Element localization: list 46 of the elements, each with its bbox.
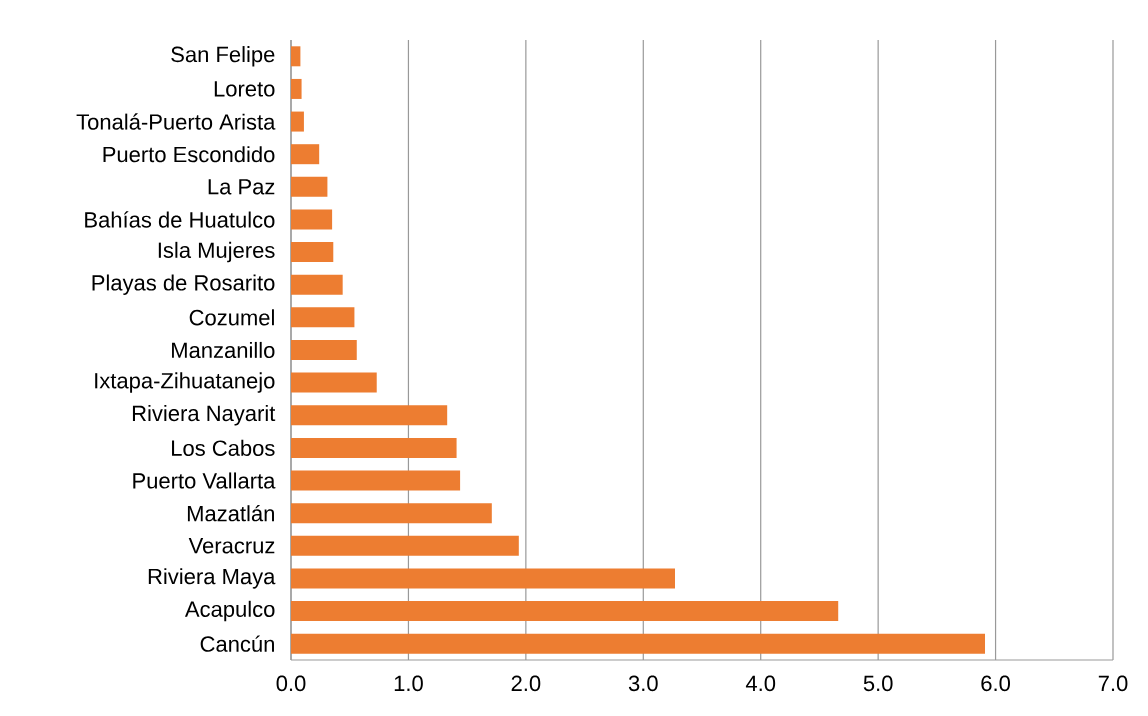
bar [291,176,328,197]
x-tick-label: 3.0 [628,675,658,692]
y-tick-label: Veracruz [188,538,275,554]
bar [291,568,675,589]
bar [291,503,492,524]
bar [291,601,839,622]
x-tick-label: 0.0 [276,675,306,692]
y-tick-label: Loreto [214,81,275,97]
bar [291,209,333,230]
bar [291,307,355,328]
x-tick-label: 6.0 [981,675,1010,692]
y-tick-label: Acapulco [184,600,275,622]
y-tick-label: Puerto Vallarta [133,472,276,489]
bar [291,405,448,426]
y-tick-label: La Paz [208,179,275,195]
bar [291,78,302,99]
y-tick-label: Playas de Rosarito [92,274,275,295]
bar [291,437,457,458]
bar [291,339,357,360]
bar [291,46,301,67]
y-tick-label: Cozumel [189,309,274,326]
bar [291,274,343,295]
y-tick-label: Riviera Maya [148,568,276,589]
y-tick-label: San Felipe [171,46,275,67]
x-tick-label: 4.0 [745,675,776,692]
y-tick-label: Puerto Escondido [103,146,275,163]
x-tick-label: 1.0 [394,675,423,692]
bar [291,111,304,132]
y-tick-label: Los Cabos [172,439,275,456]
x-tick-label: 7.0 [1098,675,1128,692]
y-tick-label: Tonalá-Puerto Arista [76,113,276,130]
y-tick-label: Isla Mujeres [158,241,275,263]
bar [291,242,334,263]
x-tick-label: 5.0 [863,675,893,692]
y-tick-label: Cancún [200,635,274,652]
bar [291,633,985,654]
y-tick-label: Riviera Nayarit [132,405,276,426]
y-tick-label: Ixtapa-Zihuatanejo [95,372,275,393]
bar [291,144,320,165]
bar [291,372,377,393]
y-tick-label: Manzanillo [172,341,275,359]
bar [291,470,461,491]
bar [291,535,519,556]
y-tick-label: Bahías de Huatulco [85,211,275,228]
y-tick-label: Mazatlán [187,504,274,522]
x-tick-label: 2.0 [511,675,541,692]
